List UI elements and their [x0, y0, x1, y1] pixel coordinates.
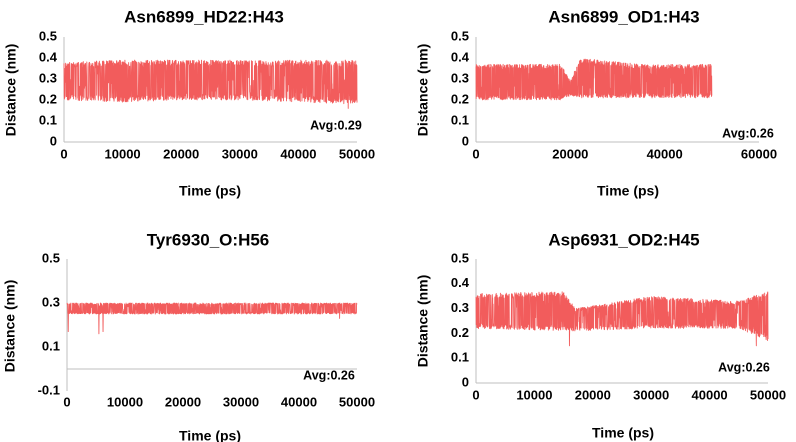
- x-tick-label: 50000: [339, 394, 375, 409]
- series-line: [475, 291, 769, 347]
- chart-3-svg: Tyr6930_O:H56 -0.1 0.1 0.3 0.5 0 10000 20000 300…: [2, 230, 375, 442]
- x-tick-label: 0: [472, 387, 479, 402]
- chart-1-svg: Asn6899_HD22:H43 0 0.1 0.2 0.3 0.4 0.5 0 10000 20…: [3, 7, 375, 199]
- x-tick-label: 40000: [280, 146, 316, 161]
- y-axis-label: Distance (nm): [415, 275, 431, 368]
- chart-panel-1: Asn6899_HD22:H43 0 0.1 0.2 0.3 0.4 0.5 0 10000 20…: [0, 0, 398, 221]
- y-tick-label: 0.4: [39, 49, 58, 64]
- x-axis-label: Time (ps): [179, 183, 241, 199]
- y-tick-label: 0.5: [451, 250, 469, 265]
- x-tick-label: 50000: [750, 387, 786, 402]
- y-tick-label: 0.5: [451, 28, 469, 43]
- y-tick-label: 0: [462, 374, 469, 389]
- chart-panel-3: Tyr6930_O:H56 -0.1 0.1 0.3 0.5 0 10000 20000 300…: [0, 221, 398, 442]
- y-tick-label: 0: [462, 133, 469, 148]
- y-tick-label: 0.1: [42, 338, 60, 353]
- x-axis-label: Time (ps): [179, 428, 241, 442]
- y-tick-label: 0.5: [42, 250, 60, 265]
- y-tick-label: -0.1: [38, 382, 60, 397]
- y-tick-label: 0.3: [451, 300, 469, 315]
- average-annotation: Avg:0.26: [718, 360, 770, 374]
- y-tick-label: 0.3: [451, 70, 469, 85]
- y-tick-label: 0.4: [451, 49, 470, 64]
- chart-title: Asn6899_HD22:H43: [124, 7, 284, 26]
- chart-panel-4: Asp6931_OD2:H45 0 0.1 0.2 0.3 0.4 0.5 0 10000 200…: [398, 221, 796, 442]
- x-tick-label: 40000: [647, 146, 683, 161]
- x-tick-label: 50000: [339, 146, 375, 161]
- series-line: [475, 58, 713, 101]
- x-tick-label: 30000: [223, 394, 259, 409]
- x-tick-label: 10000: [107, 394, 143, 409]
- average-annotation: Avg:0.26: [303, 368, 355, 382]
- x-tick-label: 0: [60, 146, 67, 161]
- y-tick-label: 0: [50, 133, 57, 148]
- x-tick-label: 40000: [281, 394, 317, 409]
- x-tick-label: 10000: [516, 387, 552, 402]
- x-tick-label: 20000: [165, 394, 201, 409]
- chart-panel-2: Asn6899_OD1:H43 0 0.1 0.2 0.3 0.4 0.5 0 20000 400…: [398, 0, 796, 221]
- x-tick-label: 20000: [552, 146, 588, 161]
- y-axis-label: Distance (nm): [2, 280, 18, 373]
- x-tick-label: 20000: [163, 146, 199, 161]
- x-tick-label: 40000: [692, 387, 728, 402]
- y-tick-label: 0.2: [39, 91, 57, 106]
- x-axis-label: Time (ps): [597, 183, 659, 199]
- y-tick-label: 0.1: [39, 112, 57, 127]
- x-axis-label: Time (ps): [592, 425, 654, 441]
- series-line: [66, 302, 358, 335]
- average-annotation: Avg:0.29: [310, 118, 362, 132]
- y-tick-label: 0.1: [451, 112, 469, 127]
- y-tick-label: 0.3: [42, 294, 60, 309]
- x-tick-label: 0: [472, 146, 479, 161]
- x-tick-label: 60000: [741, 146, 777, 161]
- chart-title: Asp6931_OD2:H45: [548, 230, 699, 249]
- y-tick-label: 0.2: [451, 325, 469, 340]
- chart-title: Asn6899_OD1:H43: [548, 7, 699, 26]
- x-tick-label: 10000: [105, 146, 141, 161]
- series-line: [63, 59, 358, 109]
- x-tick-label: 20000: [575, 387, 611, 402]
- x-tick-label: 30000: [222, 146, 258, 161]
- chart-title: Tyr6930_O:H56: [147, 230, 270, 249]
- y-axis-label: Distance (nm): [415, 44, 431, 137]
- y-tick-label: 0.1: [451, 350, 469, 365]
- x-tick-label: 0: [63, 394, 70, 409]
- y-axis-label: Distance (nm): [3, 44, 19, 137]
- x-tick-label: 30000: [633, 387, 669, 402]
- chart-4-svg: Asp6931_OD2:H45 0 0.1 0.2 0.3 0.4 0.5 0 10000 200…: [415, 230, 786, 441]
- y-tick-label: 0.4: [451, 275, 470, 290]
- average-annotation: Avg:0.26: [722, 126, 774, 140]
- chart-2-svg: Asn6899_OD1:H43 0 0.1 0.2 0.3 0.4 0.5 0 20000 400…: [415, 7, 777, 199]
- y-tick-label: 0.5: [39, 28, 57, 43]
- y-tick-label: 0.2: [451, 91, 469, 106]
- y-tick-label: 0.3: [39, 70, 57, 85]
